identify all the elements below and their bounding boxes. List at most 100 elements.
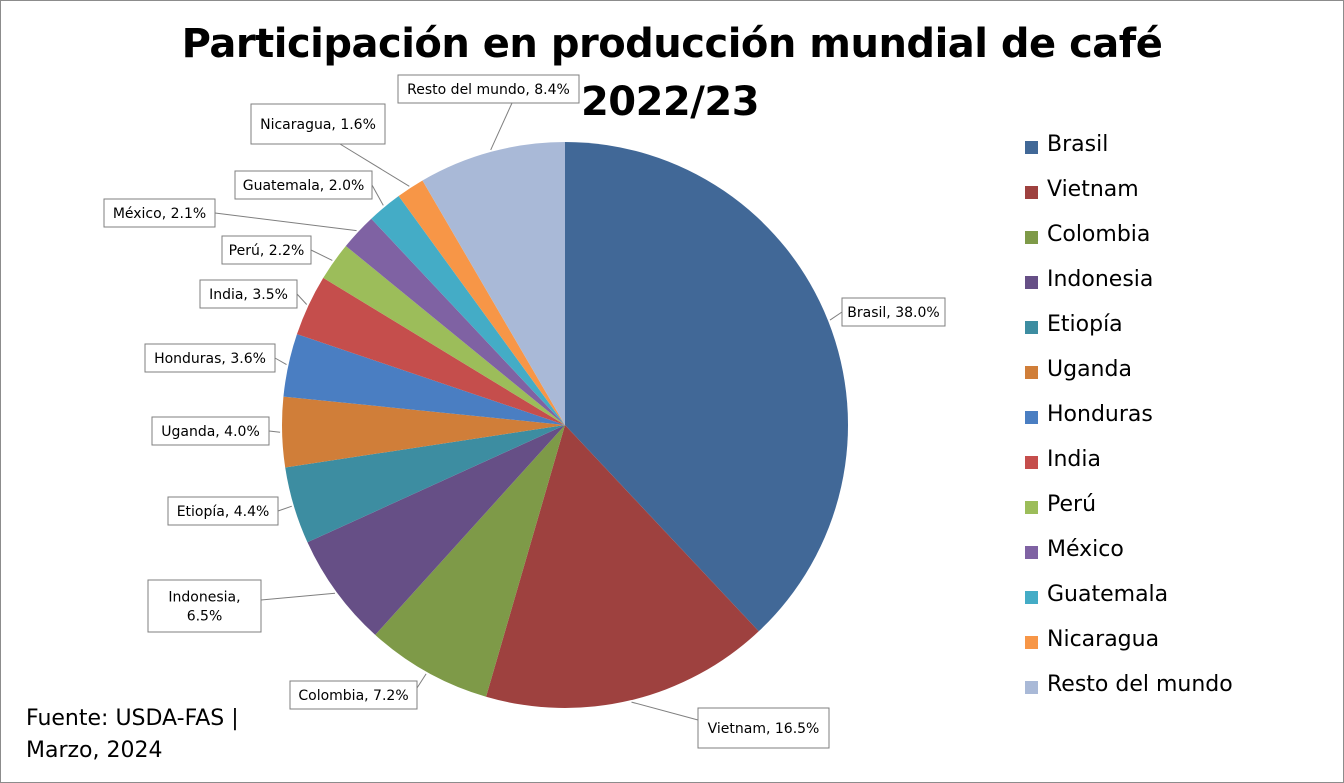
legend-swatch — [1025, 636, 1038, 649]
legend-swatch — [1025, 456, 1038, 469]
leader-line — [371, 184, 384, 206]
legend-item: Nicaragua — [1022, 625, 1282, 670]
legend-label: Honduras — [1047, 402, 1153, 427]
legend-label: Brasil — [1047, 132, 1109, 157]
data-label: Uganda, 4.0% — [151, 416, 270, 446]
data-label-text: Nicaragua, 1.6% — [260, 117, 376, 133]
data-label-box — [151, 416, 270, 446]
pie-slice — [375, 425, 565, 697]
legend-label: Guatemala — [1047, 582, 1169, 607]
data-label-box — [103, 198, 216, 228]
legend-label: Indonesia — [1047, 267, 1154, 292]
data-label-box — [397, 74, 580, 104]
leader-line — [277, 505, 292, 512]
data-label-box — [234, 170, 373, 200]
legend-item: Uganda — [1022, 355, 1282, 400]
source-note: Fuente: USDA-FAS | Marzo, 2024 — [26, 703, 239, 767]
legend-swatch — [1025, 231, 1038, 244]
data-label-text: India, 3.5% — [209, 287, 288, 303]
legend-swatch — [1025, 501, 1038, 514]
data-label: Guatemala, 2.0% — [234, 170, 373, 200]
leader-line — [829, 311, 843, 321]
legend-item: México — [1022, 535, 1282, 580]
data-label-text: Vietnam, 16.5% — [708, 721, 820, 737]
data-label-text: Perú, 2.2% — [229, 243, 305, 259]
pie-slice — [282, 396, 565, 468]
leader-line — [310, 249, 333, 261]
data-label: Nicaragua, 1.6% — [250, 103, 386, 145]
legend-item: Indonesia — [1022, 265, 1282, 310]
data-label-text: Brasil, 38.0% — [847, 305, 939, 321]
data-label: Honduras, 3.6% — [144, 343, 276, 373]
pie-slice — [296, 277, 565, 425]
pie-slice — [307, 425, 565, 635]
data-label: Colombia, 7.2% — [289, 680, 418, 710]
legend-item: Vietnam — [1022, 175, 1282, 220]
data-label-text: Guatemala, 2.0% — [243, 178, 365, 194]
legend-label: Perú — [1047, 492, 1097, 517]
legend-item: Etiopía — [1022, 310, 1282, 355]
leader-line — [490, 102, 513, 151]
legend-label: Vietnam — [1047, 177, 1139, 202]
data-label-box — [147, 579, 262, 633]
legend-swatch — [1025, 411, 1038, 424]
legend-item: India — [1022, 445, 1282, 490]
data-label-text: México, 2.1% — [113, 206, 206, 222]
data-label-text: Resto del mundo, 8.4% — [407, 82, 570, 98]
legend-swatch — [1025, 186, 1038, 199]
legend-swatch — [1025, 681, 1038, 694]
data-label-box — [199, 279, 298, 309]
data-label-box — [289, 680, 418, 710]
data-label-box — [144, 343, 276, 373]
legend-item: Guatemala — [1022, 580, 1282, 625]
data-label: Vietnam, 16.5% — [697, 707, 830, 749]
pie-slice — [323, 245, 565, 425]
legend-swatch — [1025, 276, 1038, 289]
legend: Brasil Vietnam Colombia Indonesia Etiopía Uga… — [1022, 130, 1282, 715]
legend-item: Brasil — [1022, 130, 1282, 175]
data-label: Etiopía, 4.4% — [167, 496, 279, 526]
leader-line — [214, 212, 357, 232]
data-label-box — [221, 235, 312, 265]
legend-item: Colombia — [1022, 220, 1282, 265]
data-label: Brasil, 38.0% — [841, 297, 946, 327]
legend-swatch — [1025, 591, 1038, 604]
legend-item: Perú — [1022, 490, 1282, 535]
data-label-box — [697, 707, 830, 749]
pie-slice — [285, 425, 565, 543]
pie-slice — [371, 196, 565, 425]
legend-item: Honduras — [1022, 400, 1282, 445]
legend-label: Nicaragua — [1047, 627, 1160, 652]
legend-label: Uganda — [1047, 357, 1132, 382]
pie-slice — [345, 218, 565, 425]
data-label-box — [167, 496, 279, 526]
source-line-1: Fuente: USDA-FAS | — [26, 706, 239, 731]
data-label-text: 6.5% — [187, 609, 223, 625]
data-label: Indonesia, 6.5% — [147, 579, 262, 633]
pie-slice — [422, 142, 565, 425]
legend-swatch — [1025, 366, 1038, 379]
leader-line — [260, 592, 336, 601]
leader-line — [268, 430, 281, 433]
chart-title: Participación en producción mundial de c… — [181, 21, 1163, 67]
legend-item: Resto del mundo — [1022, 670, 1282, 715]
legend-label: Etiopía — [1047, 312, 1123, 337]
pie-slice — [398, 180, 565, 425]
data-label-box — [250, 103, 386, 145]
data-label: México, 2.1% — [103, 198, 216, 228]
legend-label: Colombia — [1047, 222, 1151, 247]
pie-slice — [283, 334, 565, 425]
legend-swatch — [1025, 141, 1038, 154]
legend-swatch — [1025, 546, 1038, 559]
leader-line — [416, 673, 427, 689]
data-label: Resto del mundo, 8.4% — [397, 74, 580, 104]
data-label-text: Etiopía, 4.4% — [177, 504, 270, 520]
data-label-text: Indonesia, — [168, 590, 240, 606]
leader-line — [274, 357, 287, 366]
data-label-text: Uganda, 4.0% — [161, 424, 260, 440]
legend-label: México — [1047, 537, 1124, 562]
data-label-text: Colombia, 7.2% — [298, 688, 408, 704]
legend-label: Resto del mundo — [1047, 672, 1233, 697]
pie-slice — [486, 425, 759, 708]
